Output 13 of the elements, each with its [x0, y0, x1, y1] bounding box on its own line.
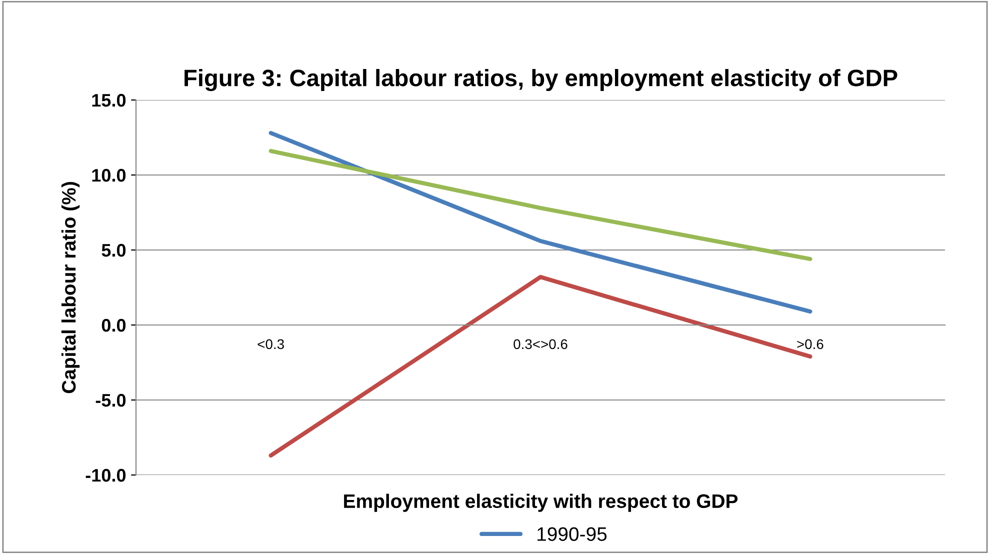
y-tick-label: 5.0	[102, 244, 126, 257]
y-tick-label: 0.0	[102, 318, 126, 332]
x-tick-label: >0.6	[797, 339, 824, 350]
y-tick-label: -10.0	[86, 468, 126, 482]
x-axis-title: Employment elasticity with respect to GDP	[344, 494, 738, 512]
x-tick-label: <0.3	[258, 339, 284, 350]
y-tick-label: -5.0	[96, 394, 126, 407]
y-tick-label: 10.0	[92, 168, 126, 182]
y-tick-label: 15.0	[92, 94, 126, 107]
legend-label: 1990-95	[538, 527, 607, 541]
chart-title: Figure 3: Capital labour ratios, by employment elasticity of GDP	[184, 69, 898, 92]
x-tick-label: 0.3<>0.6	[514, 339, 568, 350]
y-axis-title: Capital labour ratio (%)	[61, 182, 80, 394]
